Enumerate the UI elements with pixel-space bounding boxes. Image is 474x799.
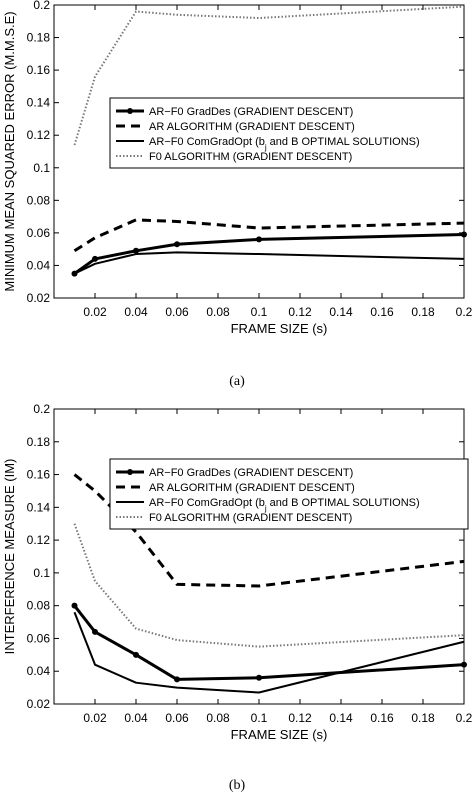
x-tick-label: 0.2 xyxy=(456,305,473,319)
legend-entry: AR ALGORITHM (GRADIENT DESCENT) xyxy=(149,121,355,133)
y-tick-label: 0.14 xyxy=(27,500,51,514)
x-tick-label: 0.12 xyxy=(288,711,312,725)
x-tick-label: 0.18 xyxy=(411,305,435,319)
x-tick-label: 0.16 xyxy=(370,305,394,319)
y-axis-label: MINIMUM MEAN SQUARED ERROR (M.M.S.E) xyxy=(2,11,17,291)
chart-caption: (a) xyxy=(229,374,245,389)
series-point xyxy=(92,255,98,262)
y-tick-label: 0.02 xyxy=(27,291,51,305)
legend: AR−F0 GradDes (GRADIENT DESCENT) AR ALGOR… xyxy=(109,97,465,169)
legend-box xyxy=(109,97,465,169)
x-tick-label: 0.14 xyxy=(329,711,353,725)
y-tick-label: 0.2 xyxy=(33,0,50,12)
chart-a: 0.02 0.04 0.06 0.08 0.1 0.12 0.14 0.16 0.18 0.2 0.… xyxy=(2,0,473,389)
chart-caption: (b) xyxy=(229,778,246,793)
series-point xyxy=(256,236,262,243)
y-tick-label: 0.1 xyxy=(33,161,50,175)
y-tick-label: 0.16 xyxy=(27,468,51,482)
series-line-3 xyxy=(73,611,465,694)
x-tick-label: 0.04 xyxy=(124,305,148,319)
y-tick-label: 0.16 xyxy=(27,63,51,77)
x-tick-label: 0.06 xyxy=(165,711,189,725)
x-tick-label: 0.18 xyxy=(411,711,435,725)
legend: AR−F0 GradDes (GRADIENT DESCENT) AR ALGOR… xyxy=(109,458,469,530)
legend-entry: AR−F0 ComGradOpt (bj and B OPTIMAL SOLUT… xyxy=(149,497,420,513)
y-tick-label: 0.12 xyxy=(27,533,51,547)
series-point xyxy=(71,602,78,609)
series-point xyxy=(133,651,139,658)
y-tick-label: 0.12 xyxy=(27,128,51,142)
y-tick-label: 0.2 xyxy=(33,402,50,416)
y-tick-label: 0.02 xyxy=(27,697,51,711)
y-tick-label: 0.04 xyxy=(27,664,51,678)
y-tick-label: 0.08 xyxy=(27,599,51,613)
series-line-4 xyxy=(73,5,465,146)
y-tick-label: 0.14 xyxy=(27,96,51,110)
series-point xyxy=(174,676,180,683)
y-tick-label: 0.1 xyxy=(33,566,50,580)
x-tick-label: 0.1 xyxy=(251,305,268,319)
series-line-1 xyxy=(73,233,465,275)
series-point xyxy=(92,628,98,635)
legend-marker xyxy=(127,469,133,475)
series-line-3 xyxy=(74,251,465,275)
x-tick-label: 0.1 xyxy=(251,711,268,725)
series-point xyxy=(256,674,262,681)
x-tick-label: 0.02 xyxy=(83,711,107,725)
legend-entry: AR−F0 GradDes (GRADIENT DESCENT) xyxy=(149,106,353,118)
x-tick-label: 0.16 xyxy=(370,711,394,725)
x-tick-label: 0.12 xyxy=(288,305,312,319)
y-tick-label: 0.04 xyxy=(27,258,51,272)
x-tick-label: 0.08 xyxy=(206,711,230,725)
x-tick-label: 0.04 xyxy=(124,711,148,725)
series-point xyxy=(461,231,467,238)
x-tick-label: 0.2 xyxy=(456,711,473,725)
series-point xyxy=(174,241,180,248)
x-tick-label: 0.02 xyxy=(83,305,107,319)
series-line-2 xyxy=(73,218,465,253)
legend-entry: F0 ALGORITHM (GRADIENT DESCENT) xyxy=(149,512,352,524)
y-tick-label: 0.06 xyxy=(27,226,51,240)
y-axis-label: INTERFERENCE MEASURE (IM) xyxy=(2,459,17,655)
plot-frame xyxy=(53,408,465,705)
y-tick-label: 0.18 xyxy=(27,435,51,449)
y-tick-label: 0.06 xyxy=(27,631,51,645)
legend-entry: F0 ALGORITHM (GRADIENT DESCENT) xyxy=(149,151,352,163)
series-line-4 xyxy=(73,523,465,648)
x-tick-label: 0.08 xyxy=(206,305,230,319)
series-point xyxy=(461,661,467,668)
legend-entry: AR−F0 GradDes (GRADIENT DESCENT) xyxy=(149,467,353,479)
y-tick-label: 0.18 xyxy=(27,31,51,45)
chart-b: 0.02 0.04 0.06 0.08 0.1 0.12 0.14 0.16 0.18 0.2 0.… xyxy=(2,402,473,793)
y-tick-label: 0.08 xyxy=(27,193,51,207)
legend-entry: AR ALGORITHM (GRADIENT DESCENT) xyxy=(149,482,355,494)
x-axis-label: FRAME SIZE (s) xyxy=(231,321,328,336)
series-line-2 xyxy=(73,473,465,588)
x-tick-label: 0.06 xyxy=(165,305,189,319)
x-axis-label: FRAME SIZE (s) xyxy=(231,727,328,742)
legend-marker xyxy=(127,108,133,114)
legend-box xyxy=(109,458,469,530)
series-point xyxy=(133,247,139,254)
series-line-1 xyxy=(73,604,465,681)
legend-entry: AR−F0 ComGradOpt (bj and B OPTIMAL SOLUT… xyxy=(149,136,420,152)
x-tick-label: 0.14 xyxy=(329,305,353,319)
